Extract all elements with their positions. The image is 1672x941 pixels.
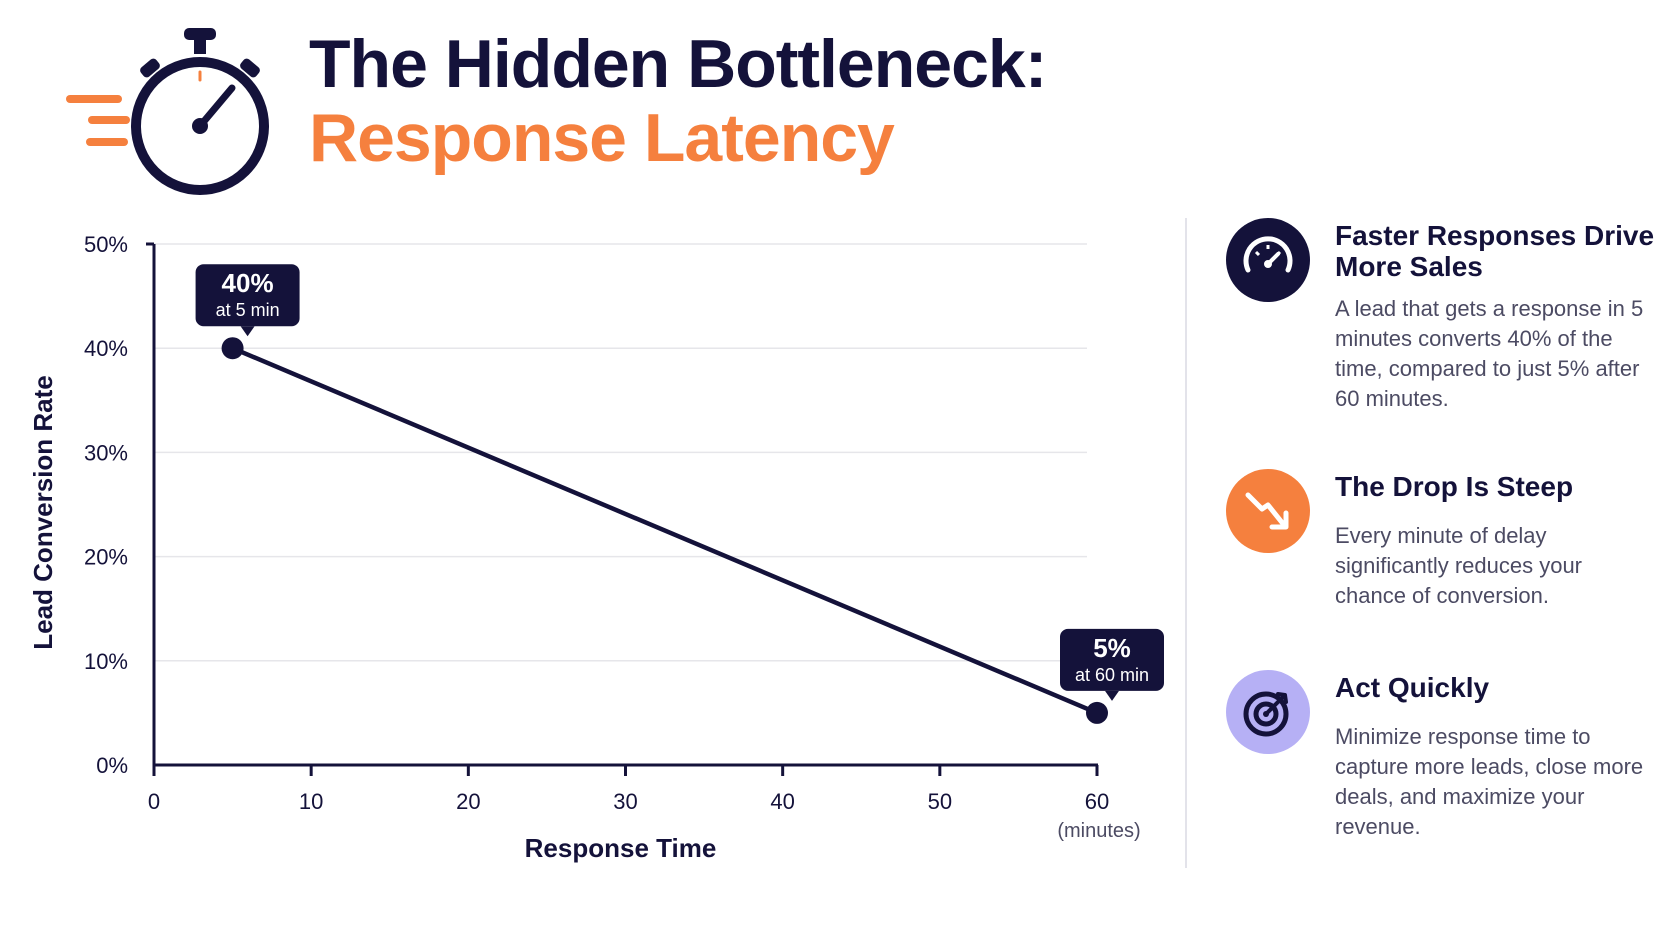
- panel-title: Act Quickly: [1335, 672, 1490, 703]
- x-tick-label: 20: [456, 789, 480, 814]
- panel-body: A lead that gets a response in 5 minutes…: [1335, 296, 1644, 411]
- page-title: The Hidden Bottleneck: Response Latency: [309, 26, 1047, 176]
- stopwatch-icon: [66, 28, 269, 195]
- title-line-1: The Hidden Bottleneck:: [309, 26, 1047, 102]
- line-chart: 0% 10% 20% 30% 40% 50% 0 10 20 30 40 50 60 Response T…: [28, 232, 1164, 863]
- panel-body: Every minute of delay significantly redu…: [1335, 523, 1583, 608]
- x-tick-label: 0: [148, 789, 160, 814]
- panel-body: Minimize response time to capture more l…: [1335, 724, 1644, 839]
- speedometer-icon: [1226, 218, 1310, 302]
- callout-pointer: [1105, 690, 1119, 701]
- title-line-2: Response Latency: [309, 100, 895, 176]
- x-axis-unit: (minutes): [1057, 820, 1140, 842]
- panel-title: The Drop Is Steep: [1335, 471, 1574, 502]
- x-tick-label: 60: [1085, 789, 1109, 814]
- x-tick-label: 40: [770, 789, 794, 814]
- y-tick-label: 30%: [84, 440, 128, 465]
- y-tick-label: 0%: [96, 753, 128, 778]
- data-point: [221, 337, 244, 360]
- data-point: [1086, 701, 1108, 724]
- callout-pointer: [240, 326, 255, 337]
- x-tick-label: 50: [928, 789, 952, 814]
- y-tick-label: 20%: [84, 545, 128, 570]
- callout-sub: at 60 min: [1075, 665, 1149, 685]
- callout-box: [195, 264, 300, 327]
- panel-title: Faster Responses Drive More Sales: [1335, 220, 1655, 282]
- x-axis-title: Response Time: [525, 833, 717, 863]
- y-tick-label: 50%: [84, 232, 128, 257]
- series-line: [230, 345, 1100, 716]
- trending-down-icon: [1226, 469, 1310, 553]
- callout-box: [1060, 628, 1164, 691]
- y-tick-label: 40%: [84, 336, 128, 361]
- divider: [1185, 218, 1187, 868]
- callout-value: 40%: [222, 268, 274, 298]
- y-axis-title: Lead Conversion Rate: [28, 375, 58, 650]
- x-tick-label: 30: [613, 789, 637, 814]
- callout-sub: at 5 min: [216, 300, 280, 320]
- target-icon: [1226, 670, 1310, 754]
- callout-value: 5%: [1093, 633, 1131, 663]
- y-tick-label: 10%: [84, 649, 128, 674]
- x-tick-label: 10: [299, 789, 323, 814]
